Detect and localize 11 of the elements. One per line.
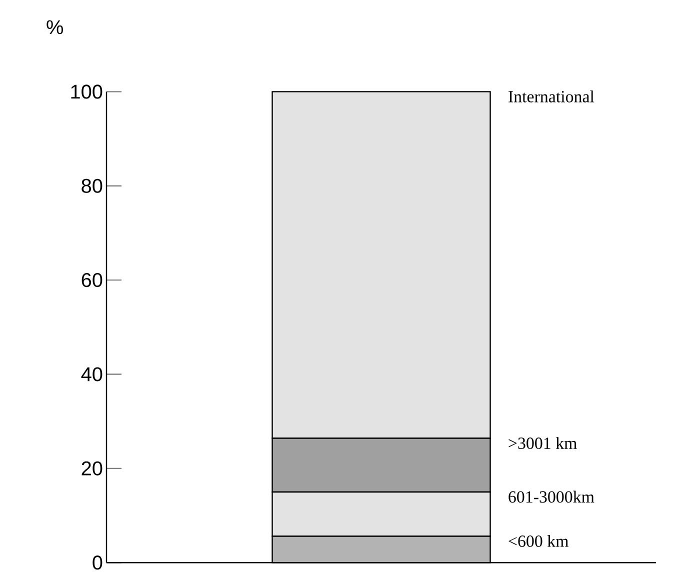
- y-tick-label: 40: [81, 367, 102, 382]
- series-label: >3001 km: [508, 437, 577, 449]
- y-tick-label: 60: [82, 273, 102, 288]
- y-tick-label: 80: [82, 178, 102, 193]
- y-axis-title: %: [46, 20, 63, 34]
- y-tick-label: 100: [71, 84, 102, 99]
- series-label: 601-3000km: [508, 490, 594, 503]
- series-label: <600 km: [508, 535, 568, 547]
- y-tick-label: 0: [92, 556, 102, 570]
- y-tick-label: 20: [82, 461, 102, 476]
- series-label: International: [508, 90, 594, 102]
